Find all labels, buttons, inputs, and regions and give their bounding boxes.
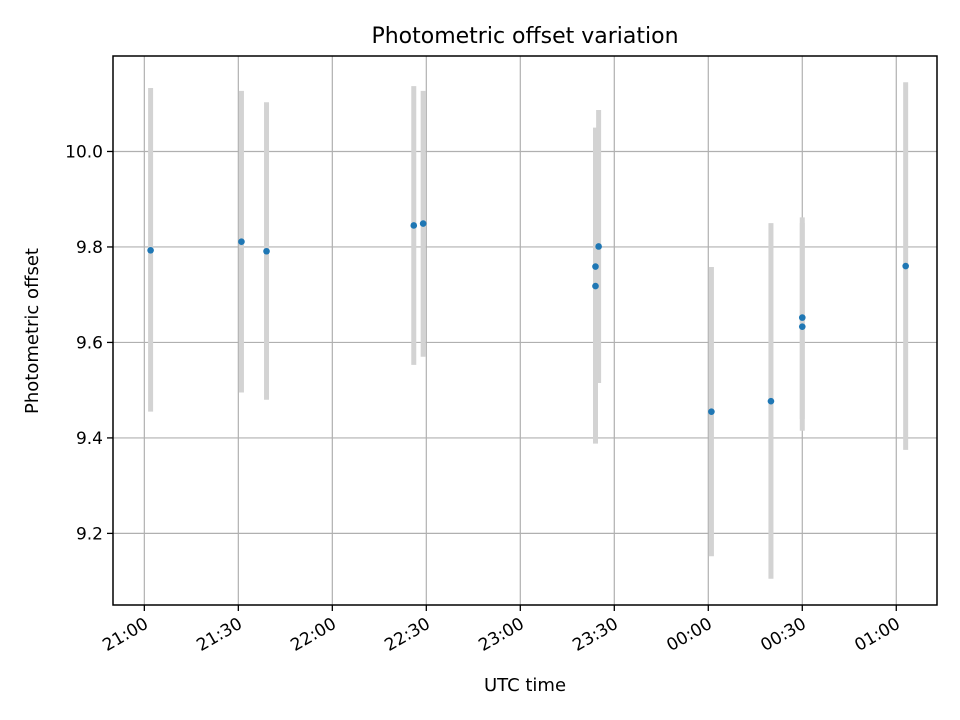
data-point <box>410 222 418 229</box>
plot-frame <box>112 55 938 606</box>
x-tick-label: 00:00 <box>663 614 715 656</box>
data-point <box>708 408 715 415</box>
x-tick-label: 23:30 <box>569 614 621 656</box>
x-tick-label: 22:30 <box>381 614 433 656</box>
data-point <box>767 397 775 405</box>
data-point <box>592 282 599 290</box>
data-point <box>147 246 154 254</box>
x-tick-label: 21:30 <box>193 614 245 656</box>
x-tick-label: 21:00 <box>99 614 151 656</box>
x-tick-label: 22:00 <box>287 614 339 656</box>
chart-title: Photometric offset variation <box>371 24 678 49</box>
y-axis-label: Photometric offset <box>22 248 43 414</box>
x-axis-label: UTC time <box>484 675 566 696</box>
data-point <box>263 247 270 255</box>
y-axis-ticks: 9.2 9.4 9.6 9.8 10.0 <box>65 142 113 544</box>
y-tick-label: 9.2 <box>76 524 103 544</box>
grid <box>113 56 937 605</box>
x-axis-ticks: 21:00 21:30 22:00 22:30 23:00 23:30 00:00 00:30… <box>99 605 904 656</box>
x-tick-label: 23:00 <box>475 614 527 656</box>
data-point <box>238 238 245 246</box>
data-point <box>902 262 909 270</box>
data-point <box>798 314 806 321</box>
error-bars <box>148 82 909 579</box>
data-point <box>798 323 806 330</box>
y-tick-label: 10.0 <box>65 142 103 162</box>
data-point <box>595 243 602 250</box>
x-tick-label: 00:30 <box>757 614 809 656</box>
y-tick-label: 9.6 <box>76 333 103 353</box>
x-tick-label: 01:00 <box>851 614 903 656</box>
y-tick-label: 9.8 <box>76 238 103 258</box>
y-tick-label: 9.4 <box>76 429 103 449</box>
data-points <box>147 220 909 415</box>
data-point <box>592 263 599 270</box>
data-point <box>419 220 427 227</box>
